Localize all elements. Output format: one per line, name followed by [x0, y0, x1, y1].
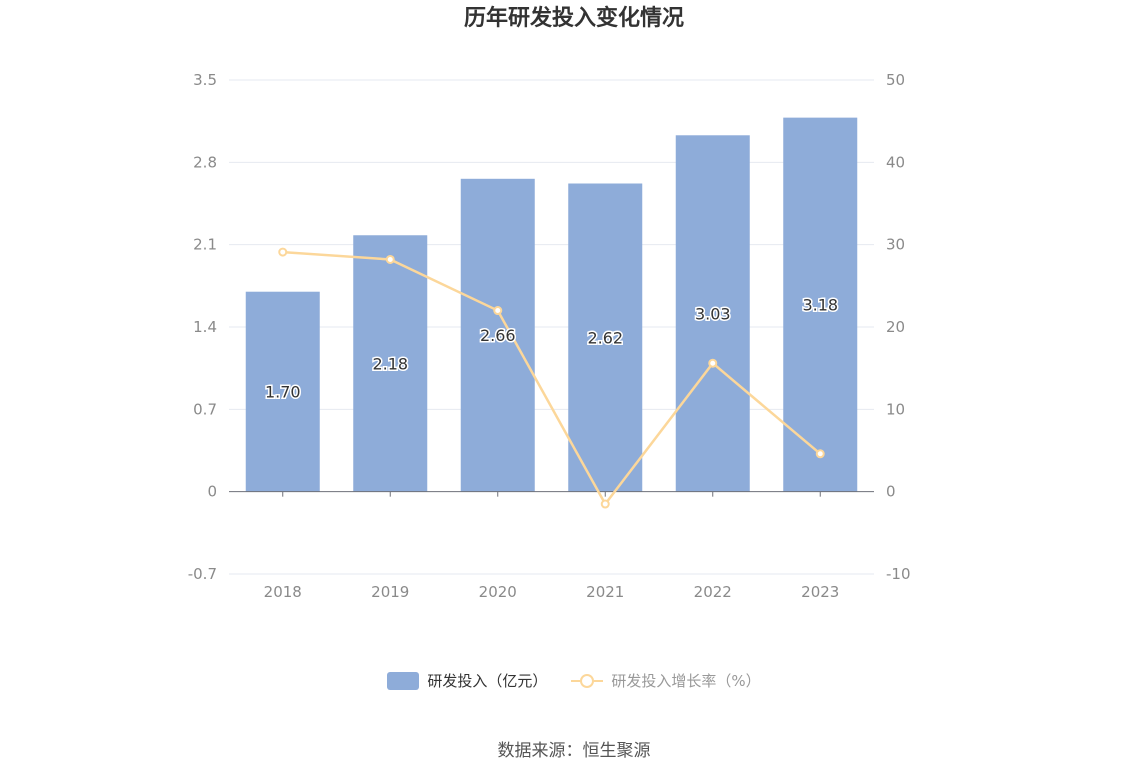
legend: 研发投入（亿元） 研发投入增长率（%） [0, 670, 1148, 691]
y-left-tick-label: 2.8 [193, 153, 217, 171]
growth-rate-point [815, 449, 825, 459]
y-left-tick-label: 0.7 [193, 400, 217, 418]
bar-value-label: 2.18 [372, 354, 408, 373]
x-tick-label: 2019 [371, 583, 409, 601]
x-tick-label: 2022 [694, 583, 732, 601]
y-right-tick-label: 10 [886, 400, 905, 418]
legend-label-growth-rate: 研发投入增长率（%） [611, 672, 761, 690]
x-tick-label: 2020 [479, 583, 517, 601]
bar [568, 183, 643, 492]
chart-title: 历年研发投入变化情况 [463, 6, 684, 31]
bar-value-label: 2.62 [587, 329, 623, 348]
x-tick-label: 2018 [264, 583, 302, 601]
growth-rate-point [278, 247, 288, 257]
x-tick-label: 2023 [801, 583, 839, 601]
y-left-tick-label: -0.7 [188, 565, 217, 583]
growth-rate-point [600, 499, 610, 509]
y-right-tick-label: -10 [886, 565, 911, 583]
y-right-tick-label: 20 [886, 318, 905, 336]
x-tick-label: 2021 [586, 583, 624, 601]
legend-line-swatch-icon [571, 673, 604, 688]
bar [783, 117, 858, 492]
y-right-tick-label: 40 [886, 153, 905, 171]
bar-value-label: 1.70 [265, 383, 301, 402]
data-source: 数据来源：恒生聚源 [497, 741, 651, 761]
y-left-tick-label: 2.1 [193, 236, 217, 254]
growth-rate-point [493, 306, 503, 316]
bar [460, 178, 535, 492]
growth-rate-line [282, 250, 822, 507]
y-left-tick-label: 1.4 [193, 318, 217, 336]
y-left-tick-label: 0 [207, 483, 217, 501]
legend-item-rd-investment[interactable]: 研发投入（亿元） [387, 670, 547, 691]
y-right-tick-label: 50 [886, 71, 905, 89]
y-right-tick-label: 30 [886, 236, 905, 254]
growth-rate-point [708, 358, 718, 368]
bar [245, 291, 320, 492]
legend-bar-swatch [387, 671, 420, 690]
growth-rate-point [385, 254, 395, 264]
bar [675, 135, 750, 492]
y-right-tick-label: 0 [886, 483, 896, 501]
legend-label-rd-investment: 研发投入（亿元） [427, 672, 548, 690]
bar-value-label: 3.18 [802, 296, 838, 315]
y-left-tick-label: 3.5 [193, 71, 217, 89]
bar-value-label: 3.03 [695, 304, 731, 323]
bar [353, 235, 428, 492]
legend-item-growth-rate[interactable]: 研发投入增长率（%） [571, 670, 761, 691]
bar-value-label: 2.66 [480, 326, 516, 345]
